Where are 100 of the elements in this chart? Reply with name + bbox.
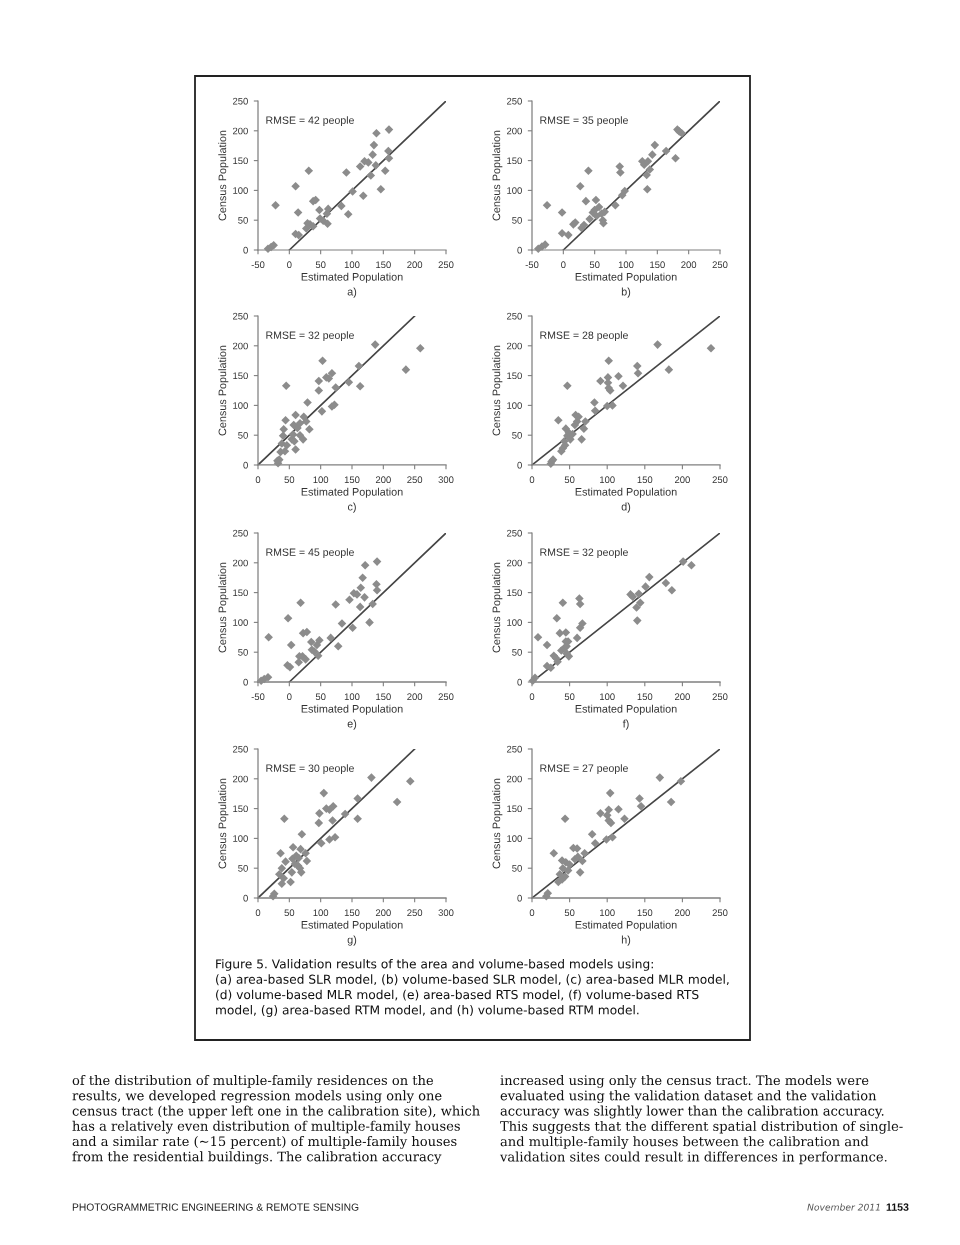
x-tick-label: 150 <box>344 476 360 484</box>
y-tick-label: 200 <box>507 342 522 350</box>
x-tick-label: 250 <box>712 909 728 917</box>
y-tick-label: 250 <box>233 745 248 753</box>
x-tick-label: 100 <box>618 261 634 269</box>
x-tick-label: 0 <box>287 261 292 269</box>
x-tick-label: 50 <box>315 693 326 701</box>
x-tick-label: 200 <box>375 909 391 917</box>
x-tick-label: 50 <box>564 909 575 917</box>
x-axis-title: Estimated Population <box>575 487 677 498</box>
text: of the distribution of multiple-family residences on the results, we developed regression models using only one census tract (the upper left one in the calibration site), which has a relatively even distribution of multiple-family houses and a similar rate (~15 percent) of multiple-family houses from the residential buildings. The calibration accuracy <box>72 1075 480 1165</box>
x-tick-label: 250 <box>407 476 423 484</box>
x-tick-label: 100 <box>313 476 329 484</box>
y-tick-label: 50 <box>238 865 248 872</box>
y-tick-label: 200 <box>233 127 248 135</box>
y-tick-label: 150 <box>507 372 522 380</box>
y-tick-label: 50 <box>512 217 522 224</box>
x-tick-label: 250 <box>712 261 728 269</box>
x-tick-label: 150 <box>637 476 653 484</box>
y-axis-title: Census Population <box>218 562 229 653</box>
y-tick-label: 100 <box>507 402 522 409</box>
y-axis-title: Census Population <box>492 562 503 653</box>
x-tick-label: 200 <box>407 693 423 701</box>
x-tick-label: 50 <box>564 476 575 484</box>
y-tick-label: 0 <box>243 246 248 254</box>
x-tick-label: 150 <box>376 693 391 701</box>
y-tick-label: 50 <box>238 432 248 439</box>
y-tick-label: 100 <box>507 619 522 626</box>
x-tick-label: 100 <box>344 693 360 701</box>
x-tick-label: -50 <box>251 693 265 701</box>
text: increased using only the census tract. The models were evaluated using the validation dataset and the validation accuracy was slightly lower than the calibration accuracy. This suggests that the different spatial distribution of single- and multiple-family houses between the calibration and validation sites could result in differences in performance. <box>499 1075 903 1165</box>
y-tick-label: 50 <box>512 865 522 872</box>
y-tick-label: 250 <box>233 97 248 105</box>
annotation: RMSE = 32 people <box>266 331 354 342</box>
y-tick-label: 150 <box>507 157 522 165</box>
y-axis-title: Census Population <box>218 778 229 869</box>
y-tick-label: 200 <box>233 342 248 350</box>
y-tick-label: 250 <box>507 529 522 537</box>
y-axis-title: Census Population <box>492 345 503 436</box>
y-tick-label: 0 <box>243 461 248 469</box>
x-tick-label: 250 <box>438 261 454 269</box>
y-tick-label: 50 <box>512 649 522 656</box>
text: c) <box>347 502 356 513</box>
x-tick-label: 0 <box>255 909 261 917</box>
y-axis-title: Census Population <box>492 130 503 221</box>
x-tick-label: 300 <box>438 909 454 917</box>
y-tick-label: 150 <box>233 372 248 380</box>
y-tick-label: 50 <box>512 432 522 439</box>
y-tick-label: 250 <box>233 529 248 537</box>
x-tick-label: 100 <box>313 909 329 917</box>
y-tick-label: 0 <box>517 246 522 254</box>
x-tick-label: 50 <box>284 909 295 917</box>
text: g) <box>347 935 357 946</box>
y-axis-title: Census Population <box>218 345 229 436</box>
y-tick-label: 250 <box>507 745 522 753</box>
x-tick-label: 50 <box>564 693 575 701</box>
x-tick-label: -50 <box>251 261 265 269</box>
y-tick-label: 0 <box>243 894 248 902</box>
x-axis-title: Estimated Population <box>575 272 677 283</box>
x-axis-title: Estimated Population <box>301 704 403 715</box>
x-tick-label: 100 <box>600 909 615 917</box>
x-tick-label: 0 <box>529 909 535 917</box>
y-tick-label: 0 <box>243 678 248 686</box>
y-tick-label: 50 <box>238 217 248 224</box>
y-tick-label: 200 <box>507 127 522 135</box>
x-tick-label: 150 <box>344 909 360 917</box>
annotation: RMSE = 28 people <box>540 331 628 342</box>
y-tick-label: 150 <box>233 589 248 597</box>
y-axis-title: Census Population <box>218 130 229 221</box>
y-tick-label: 200 <box>507 775 522 783</box>
text: November 2011 <box>807 1203 880 1211</box>
y-tick-label: 100 <box>507 187 522 194</box>
caption: Figure 5. Validation results of the area and volume-based models using: (a) area-based SLR model, (b) volume-based SLR model, (c) area-based MLR model, (d) volume-based MLR model, (e) area-based RTS model, (f) volume-based RTS model, (g) area-based RTM model, and (h) volume-based RTM model. <box>216 959 729 1017</box>
y-tick-label: 250 <box>507 97 522 105</box>
text: 1153 <box>886 1203 909 1211</box>
x-tick-label: 50 <box>589 261 600 269</box>
y-tick-label: 100 <box>233 619 248 626</box>
annotation: RMSE = 45 people <box>266 548 354 559</box>
x-tick-label: 150 <box>650 261 665 269</box>
y-tick-label: 0 <box>517 678 522 686</box>
y-tick-label: 150 <box>233 805 248 813</box>
x-tick-label: 50 <box>315 261 326 269</box>
y-tick-label: 0 <box>517 461 522 469</box>
x-tick-label: 0 <box>529 476 535 484</box>
text: h) <box>621 935 631 946</box>
annotation: RMSE = 42 people <box>266 116 354 127</box>
x-tick-label: 100 <box>600 693 615 701</box>
annotation: RMSE = 27 people <box>540 764 628 775</box>
x-tick-label: 0 <box>255 476 261 484</box>
y-tick-label: 100 <box>233 187 248 194</box>
y-tick-label: 200 <box>233 559 248 567</box>
x-axis-title: Estimated Population <box>575 920 677 931</box>
x-tick-label: -50 <box>525 261 539 269</box>
annotation: RMSE = 30 people <box>266 764 354 775</box>
x-axis-title: Estimated Population <box>301 920 403 931</box>
x-tick-label: 200 <box>675 476 690 484</box>
y-tick-label: 100 <box>507 835 522 842</box>
x-tick-label: 100 <box>344 261 360 269</box>
x-axis-title: Estimated Population <box>301 487 403 498</box>
x-tick-label: 50 <box>284 476 295 484</box>
